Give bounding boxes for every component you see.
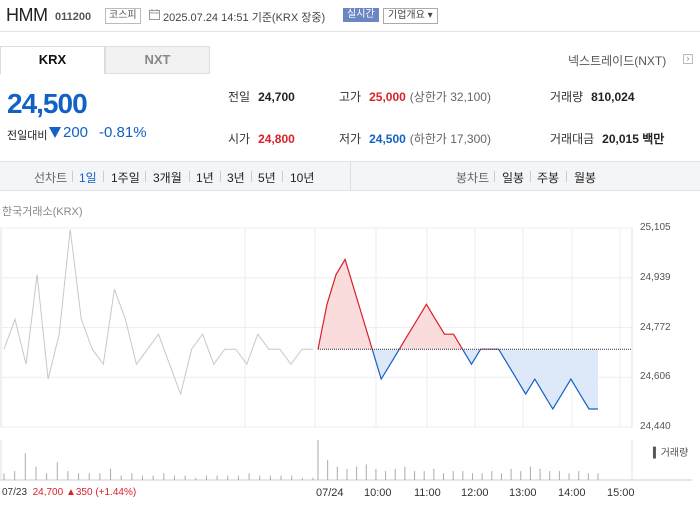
tab-krx[interactable]: KRX	[0, 46, 105, 74]
y-tick-label: 25,105	[640, 222, 671, 233]
x-tick-label: 12:00	[461, 487, 489, 499]
chevron-right-icon[interactable]: ›	[683, 54, 693, 64]
change-percent: -0.81%	[99, 124, 147, 141]
prev-day-line	[3, 229, 313, 396]
down-triangle-icon	[49, 127, 61, 138]
stat-high: 고가 25,000 (상한가 32,100)	[339, 90, 491, 104]
today-line-up	[317, 257, 500, 350]
price-chart[interactable]	[0, 215, 700, 505]
line-chart-label: 선차트	[34, 171, 68, 185]
prev-day-info: 07/23 24,700 ▲350 (+1.44%)	[2, 487, 137, 498]
exchange-label: 한국거래소(KRX)	[2, 206, 83, 218]
period-1w[interactable]: 1주일	[111, 171, 140, 185]
candle-monthly[interactable]: 월봉	[574, 171, 597, 185]
stat-prev: 전일 24,700	[228, 90, 295, 104]
y-tick-label: 24,606	[640, 371, 671, 383]
stat-volume: 거래량 810,024	[550, 90, 635, 104]
period-10y[interactable]: 10년	[290, 171, 315, 185]
timestamp: 2025.07.24 14:51 기준(KRX 장중)	[163, 12, 326, 24]
x-tick-label: 14:00	[558, 487, 586, 499]
stock-header: HMM 011200 코스피 2025.07.24 14:51 기준(KRX 장…	[0, 0, 700, 32]
nextrade-link[interactable]: 넥스트레이드(NXT)	[568, 54, 667, 68]
candle-chart-label: 봉차트	[456, 171, 490, 185]
period-1d[interactable]: 1일	[79, 171, 97, 185]
stat-low: 저가 24,500 (하한가 17,300)	[339, 132, 491, 146]
stat-amount: 거래대금 20,015 백만	[550, 132, 665, 146]
change-label: 전일대비	[7, 130, 48, 142]
period-bar: 선차트 1일 1주일 3개월 1년 3년 5년 10년 봉차트 일봉 주봉 월봉	[0, 161, 700, 191]
period-1y[interactable]: 1년	[196, 171, 214, 185]
x-tick-label: 07/24	[316, 487, 344, 499]
up-area	[318, 259, 598, 350]
y-tick-label: 24,440	[640, 421, 671, 432]
x-tick-label: 10:00	[364, 487, 392, 499]
x-tick-label: 13:00	[509, 487, 537, 499]
tab-nxt[interactable]: NXT	[105, 46, 210, 74]
today-line-down	[317, 349, 598, 411]
y-tick-label: 24,772	[640, 321, 671, 333]
company-overview-dropdown[interactable]: 기업개요 ▾	[383, 8, 438, 24]
x-tick-label: 15:00	[607, 487, 635, 499]
x-tick-label: 11:00	[414, 487, 441, 499]
down-area	[318, 349, 598, 409]
stock-name: HMM	[6, 5, 48, 25]
stat-open: 시가 24,800	[228, 132, 295, 146]
stock-code: 011200	[55, 11, 92, 23]
market-badge: 코스피	[105, 8, 141, 24]
current-price: 24,500	[7, 88, 88, 119]
volume-legend: ▍거래량	[653, 448, 689, 459]
period-5y[interactable]: 5년	[258, 171, 276, 185]
change-value: 200	[63, 124, 89, 141]
calendar-icon	[149, 9, 160, 20]
period-3m[interactable]: 3개월	[153, 171, 182, 185]
candle-daily[interactable]: 일봉	[502, 171, 525, 185]
realtime-button[interactable]: 실시간	[343, 8, 379, 22]
y-tick-label: 24,939	[640, 271, 671, 283]
period-3y[interactable]: 3년	[227, 171, 245, 185]
candle-weekly[interactable]: 주봉	[537, 171, 560, 185]
